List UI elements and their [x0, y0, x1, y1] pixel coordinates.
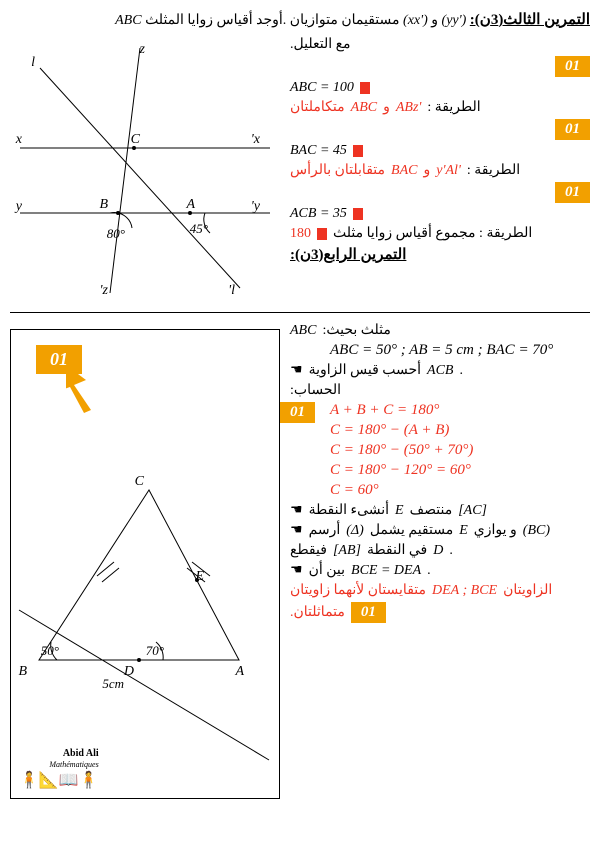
red-marker	[317, 228, 327, 240]
svg-text:y': y'	[251, 199, 261, 214]
svg-text:50°: 50°	[41, 643, 59, 658]
svg-text:x: x	[15, 132, 23, 147]
svg-text:C: C	[131, 132, 141, 147]
svg-text:E: E	[194, 569, 204, 584]
svg-text:l: l	[31, 55, 35, 70]
svg-text:5cm: 5cm	[102, 676, 124, 691]
ex3-title: التمرين الثالث(3ن):	[470, 12, 590, 28]
ex4-solution: مثلث بحيث: ABC ABC = 50° ; AB = 5 cm ; B…	[290, 319, 590, 626]
ex3-solution: مع التعليل. 01 ABC = 100 الطريقة : ABz' …	[290, 33, 590, 267]
svg-text:A: A	[185, 197, 195, 212]
score-badge: 01	[555, 56, 590, 77]
ex3-prompt: التمرين الثالث(3ن): (yy') و (xx') مستقيم…	[10, 10, 590, 29]
figure-ex3: x x' y y' l z z' l' C B A 80° 45°	[10, 38, 280, 298]
svg-text:l': l'	[228, 283, 235, 298]
svg-text:C: C	[135, 474, 145, 489]
svg-text:70°: 70°	[146, 643, 164, 658]
figure-ex4-box: 01 C B A D E 50° 70° 5cm Abid Ali	[10, 329, 280, 799]
svg-text:D: D	[123, 664, 134, 679]
figure-ex4: C B A D E 50° 70° 5cm	[9, 330, 279, 800]
svg-text:z: z	[139, 42, 146, 57]
pointer-icon	[66, 365, 106, 415]
score-badge: 01	[280, 402, 315, 423]
svg-text:B: B	[18, 664, 27, 679]
svg-text:45°: 45°	[190, 221, 208, 236]
red-marker	[353, 145, 363, 157]
svg-text:z': z'	[100, 283, 109, 298]
logo: Abid Ali Mathématiques 🧍📖📐🧍	[19, 748, 99, 790]
svg-text:B: B	[99, 197, 108, 212]
red-marker	[353, 208, 363, 220]
red-marker	[360, 82, 370, 94]
svg-text:A: A	[234, 664, 244, 679]
score-badge: 01	[555, 119, 590, 140]
svg-text:x': x'	[251, 132, 261, 147]
ex4-title: التمرين الرابع(3ن):	[290, 245, 406, 264]
score-badge: 01	[351, 602, 386, 623]
score-badge: 01	[555, 182, 590, 203]
svg-text:y: y	[14, 199, 23, 214]
svg-text:80°: 80°	[107, 226, 125, 241]
